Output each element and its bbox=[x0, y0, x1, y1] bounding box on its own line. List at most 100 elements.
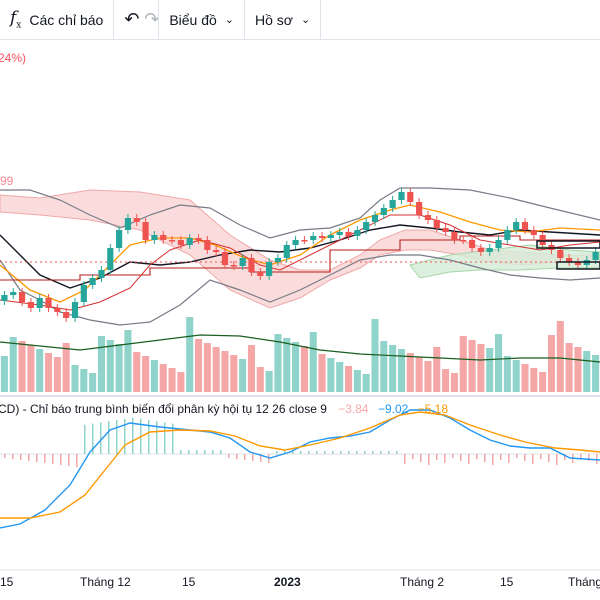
candle-body bbox=[151, 235, 158, 240]
candle-body bbox=[495, 240, 502, 248]
candle-body bbox=[557, 250, 564, 258]
macd-histogram-bar bbox=[444, 454, 446, 463]
macd-histogram-bar bbox=[284, 451, 286, 454]
macd-histogram-bar bbox=[132, 417, 134, 454]
volume-bar bbox=[0, 356, 8, 392]
volume-bar bbox=[503, 356, 511, 392]
top-toolbar: fx Các chỉ báo ↶ ↷ Biểu đồ ⌄ Hồ sơ ⌄ bbox=[0, 0, 600, 40]
macd-histogram-bar bbox=[20, 454, 22, 460]
candle-body bbox=[274, 258, 282, 262]
volume-bar bbox=[327, 358, 335, 392]
time-axis-label: 15 bbox=[500, 575, 514, 589]
candle-body bbox=[18, 292, 26, 302]
volume-bar bbox=[53, 357, 61, 392]
candle-body bbox=[327, 235, 334, 238]
macd-histogram-bar bbox=[500, 454, 502, 460]
macd-histogram-bar bbox=[236, 454, 238, 459]
volume-bar bbox=[292, 342, 300, 392]
macd-histogram-bar bbox=[332, 451, 334, 454]
drawing-rectangle-black[interactable] bbox=[536, 240, 600, 249]
candle-body bbox=[371, 215, 379, 222]
undo-button[interactable]: ↶ bbox=[114, 0, 139, 40]
candle-body bbox=[186, 238, 193, 245]
macd-histogram-bar bbox=[428, 454, 430, 465]
macd-histogram-bar bbox=[460, 454, 462, 461]
volume-bar bbox=[203, 343, 211, 392]
macd-histogram-bar bbox=[516, 454, 518, 458]
volume-bar bbox=[380, 341, 388, 392]
macd-histogram-value: −3.84 bbox=[338, 402, 369, 416]
profile-button[interactable]: Hồ sơ ⌄ bbox=[245, 0, 320, 40]
macd-histogram-bar bbox=[564, 454, 566, 460]
volume-bar bbox=[539, 372, 547, 392]
volume-bar bbox=[371, 319, 379, 392]
volume-bar bbox=[239, 359, 247, 392]
macd-histogram-bar bbox=[404, 454, 406, 464]
candle-body bbox=[124, 218, 132, 230]
macd-histogram-bar bbox=[212, 450, 214, 454]
macd-histogram-bar bbox=[188, 450, 190, 454]
time-axis-label: 15 bbox=[182, 575, 196, 589]
macd-histogram-bar bbox=[164, 422, 166, 454]
macd-histogram-bar bbox=[84, 424, 86, 454]
candle-body bbox=[513, 222, 520, 230]
macd-histogram-bar bbox=[252, 454, 254, 461]
volume-bar bbox=[27, 345, 35, 392]
macd-histogram-bar bbox=[308, 451, 310, 454]
macd-histogram-bar bbox=[540, 454, 542, 459]
ichimoku-value-label: 99 bbox=[0, 174, 14, 188]
volume-bar bbox=[459, 336, 467, 392]
volume-bar bbox=[433, 347, 441, 392]
volume-bar bbox=[212, 347, 220, 392]
candle-body bbox=[116, 230, 123, 248]
macd-histogram-bar bbox=[340, 451, 342, 454]
macd-histogram-bar bbox=[388, 451, 390, 454]
toolbar-divider bbox=[158, 0, 160, 40]
macd-histogram-bar bbox=[324, 451, 326, 454]
macd-histogram-bar bbox=[244, 454, 246, 460]
volume-series bbox=[0, 317, 600, 392]
macd-histogram-bar bbox=[580, 454, 582, 458]
toolbar-divider bbox=[113, 0, 115, 40]
redo-button[interactable]: ↷ bbox=[136, 0, 159, 40]
volume-bar bbox=[247, 345, 255, 392]
macd-histogram-bar bbox=[508, 454, 510, 463]
volume-bar bbox=[45, 353, 53, 392]
volume-bar bbox=[583, 351, 591, 392]
volume-bar bbox=[36, 349, 44, 392]
macd-histogram-bar bbox=[412, 454, 414, 459]
macd-histogram-bar bbox=[484, 454, 486, 462]
drawing-rectangle-black[interactable] bbox=[556, 261, 600, 270]
conversion-line-red bbox=[0, 214, 600, 311]
volume-bar bbox=[195, 339, 203, 392]
volume-bar bbox=[274, 334, 282, 392]
volume-bar bbox=[168, 368, 176, 392]
candle-body bbox=[10, 292, 17, 295]
candle-body bbox=[521, 222, 529, 230]
volume-bar bbox=[512, 360, 520, 392]
candle-body bbox=[177, 240, 184, 245]
macd-histogram-bar bbox=[260, 454, 262, 462]
candle-body bbox=[36, 298, 43, 308]
indicators-button[interactable]: fx Các chỉ báo bbox=[0, 0, 113, 40]
macd-line-value: −9.02 bbox=[378, 402, 409, 416]
candle-body bbox=[160, 235, 167, 240]
volume-bar bbox=[574, 347, 582, 392]
candle-body bbox=[239, 258, 246, 266]
macd-line bbox=[0, 409, 600, 529]
volume-bar bbox=[450, 373, 458, 392]
candle-body bbox=[363, 222, 370, 230]
candle-body bbox=[530, 230, 537, 235]
candle-body bbox=[380, 208, 387, 215]
chart-type-button[interactable]: Biểu đồ ⌄ bbox=[159, 0, 244, 40]
macd-histogram-bar bbox=[436, 454, 438, 460]
candle-body bbox=[54, 308, 61, 312]
macd-histogram-bar bbox=[372, 451, 374, 454]
candle-body bbox=[63, 312, 70, 318]
candle-body bbox=[142, 222, 149, 240]
volume-bar bbox=[106, 340, 114, 392]
macd-histogram-bar bbox=[12, 454, 14, 459]
candle-body bbox=[133, 218, 140, 222]
volume-bar bbox=[336, 362, 344, 392]
chart-canvas[interactable]: 24%) 99 CD) - Chỉ báo trung bình biến đổ… bbox=[0, 40, 600, 600]
